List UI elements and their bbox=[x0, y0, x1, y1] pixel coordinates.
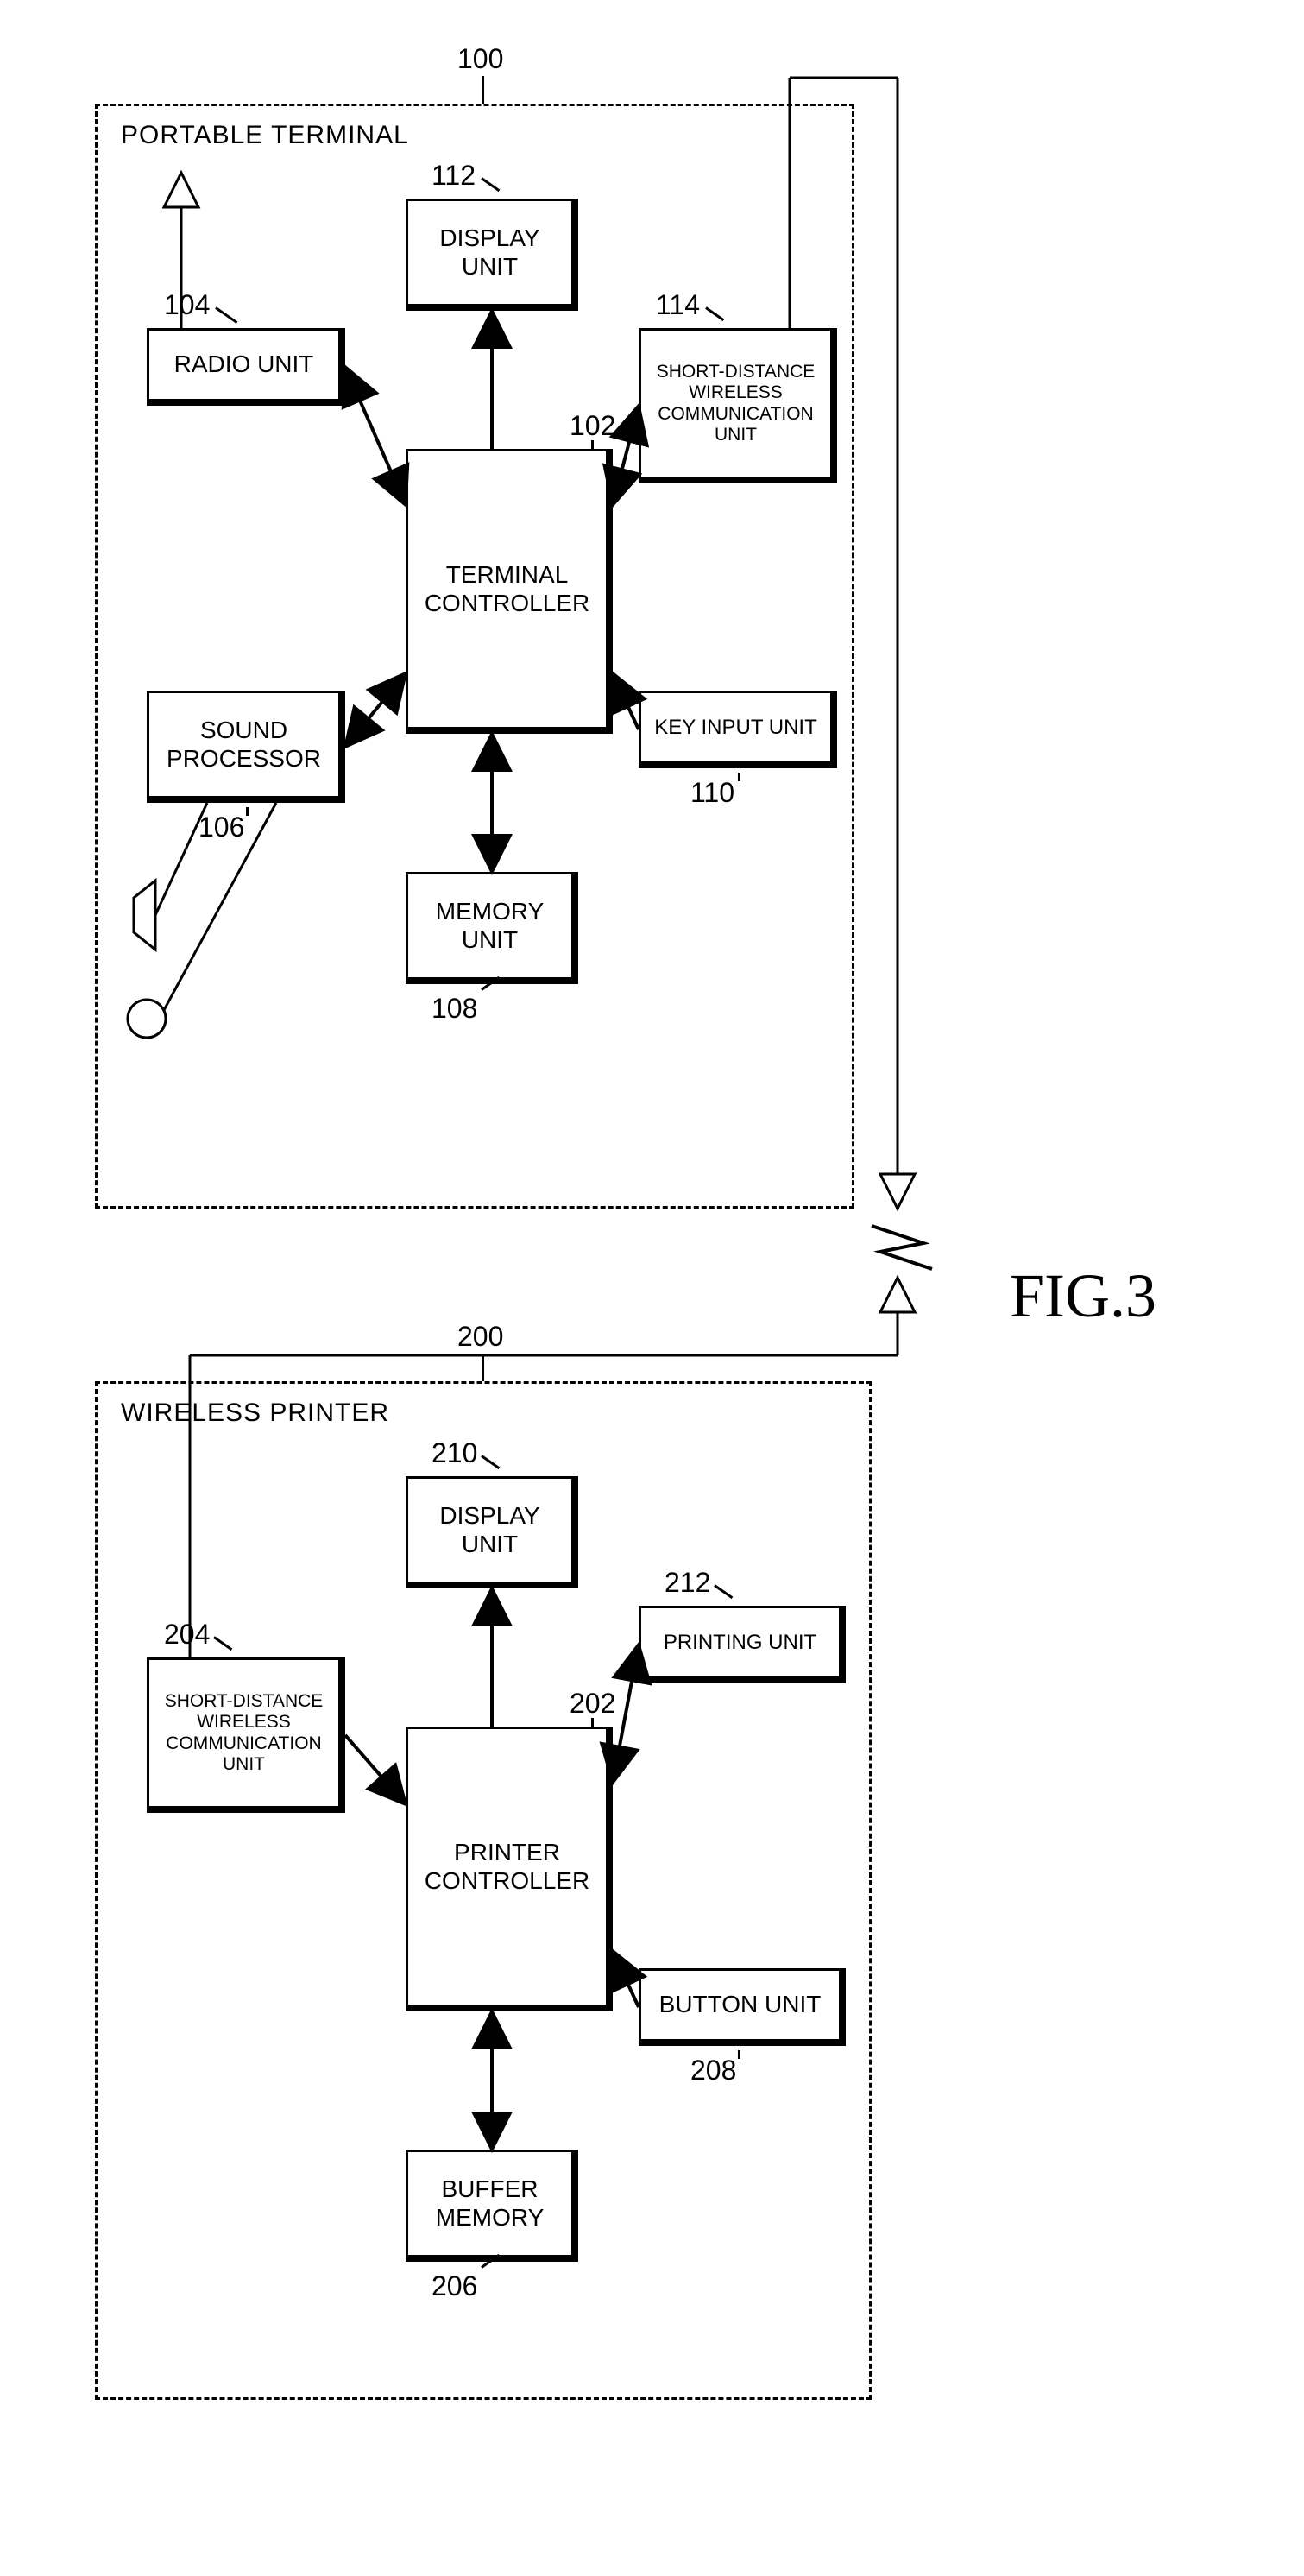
ref-202: 202 bbox=[570, 1688, 615, 1720]
printing-unit-label: PRINTING UNIT bbox=[664, 1631, 816, 1655]
terminal-comm-label: SHORT-DISTANCEWIRELESSCOMMUNICATION UNIT bbox=[648, 362, 823, 445]
printer-comm-label: SHORT-DISTANCEWIRELESSCOMMUNICATION UNIT bbox=[156, 1691, 331, 1775]
memory-unit-block: MEMORYUNIT bbox=[406, 872, 578, 984]
ref-212: 212 bbox=[665, 1567, 710, 1599]
radio-unit-block: RADIO UNIT bbox=[147, 328, 345, 406]
printer-display-block: DISPLAYUNIT bbox=[406, 1476, 578, 1588]
ref-110: 110 bbox=[690, 777, 734, 809]
printer-display-label: DISPLAYUNIT bbox=[439, 1502, 539, 1557]
printer-controller-block: PRINTERCONTROLLER bbox=[406, 1727, 613, 2011]
leader-102 bbox=[591, 440, 594, 451]
terminal-controller-block: TERMINALCONTROLLER bbox=[406, 449, 613, 734]
leader-200 bbox=[482, 1354, 484, 1381]
radio-unit-label: RADIO UNIT bbox=[174, 350, 314, 378]
ref-206: 206 bbox=[432, 2270, 477, 2302]
printer-controller-label: PRINTERCONTROLLER bbox=[425, 1839, 589, 1894]
figure-label: FIG.3 bbox=[1010, 1260, 1156, 1332]
leader-100 bbox=[482, 76, 484, 104]
terminal-display-block: DISPLAYUNIT bbox=[406, 199, 578, 311]
ref-200: 200 bbox=[457, 1321, 503, 1353]
key-input-block: KEY INPUT UNIT bbox=[639, 691, 837, 768]
button-unit-block: BUTTON UNIT bbox=[639, 1968, 846, 2046]
terminal-comm-block: SHORT-DISTANCEWIRELESSCOMMUNICATION UNIT bbox=[639, 328, 837, 483]
diagram-canvas: PORTABLE TERMINAL 100 RADIO UNIT 104 SOU… bbox=[35, 35, 1269, 2541]
buffer-memory-label: BUFFERMEMORY bbox=[436, 2175, 545, 2231]
leader-106 bbox=[246, 807, 249, 816]
ref-106: 106 bbox=[198, 811, 244, 843]
ref-204: 204 bbox=[164, 1619, 210, 1651]
ref-112: 112 bbox=[432, 160, 476, 192]
ref-208: 208 bbox=[690, 2055, 736, 2087]
button-unit-label: BUTTON UNIT bbox=[659, 1991, 822, 2018]
terminal-controller-label: TERMINALCONTROLLER bbox=[425, 561, 589, 616]
ref-102: 102 bbox=[570, 410, 615, 442]
buffer-memory-block: BUFFERMEMORY bbox=[406, 2150, 578, 2262]
leader-202 bbox=[591, 1718, 594, 1728]
ref-104: 104 bbox=[164, 289, 210, 321]
leader-110 bbox=[738, 773, 740, 781]
key-input-label: KEY INPUT UNIT bbox=[654, 716, 816, 740]
printing-unit-block: PRINTING UNIT bbox=[639, 1606, 846, 1683]
ref-114: 114 bbox=[656, 289, 700, 321]
ref-100: 100 bbox=[457, 43, 503, 75]
portable-terminal-title: PORTABLE TERMINAL bbox=[121, 121, 409, 150]
terminal-display-label: DISPLAYUNIT bbox=[439, 224, 539, 280]
sound-processor-block: SOUNDPROCESSOR bbox=[147, 691, 345, 803]
ref-210: 210 bbox=[432, 1437, 477, 1469]
printer-comm-block: SHORT-DISTANCEWIRELESSCOMMUNICATION UNIT bbox=[147, 1657, 345, 1813]
memory-unit-label: MEMORYUNIT bbox=[436, 898, 545, 953]
sound-processor-label: SOUNDPROCESSOR bbox=[167, 717, 321, 772]
wireless-printer-title: WIRELESS PRINTER bbox=[121, 1398, 389, 1428]
leader-208 bbox=[738, 2050, 740, 2059]
ref-108: 108 bbox=[432, 993, 477, 1025]
